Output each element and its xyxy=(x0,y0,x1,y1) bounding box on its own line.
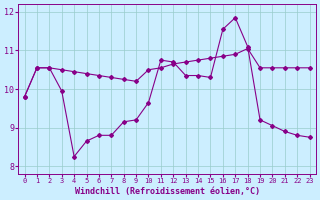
X-axis label: Windchill (Refroidissement éolien,°C): Windchill (Refroidissement éolien,°C) xyxy=(75,187,260,196)
